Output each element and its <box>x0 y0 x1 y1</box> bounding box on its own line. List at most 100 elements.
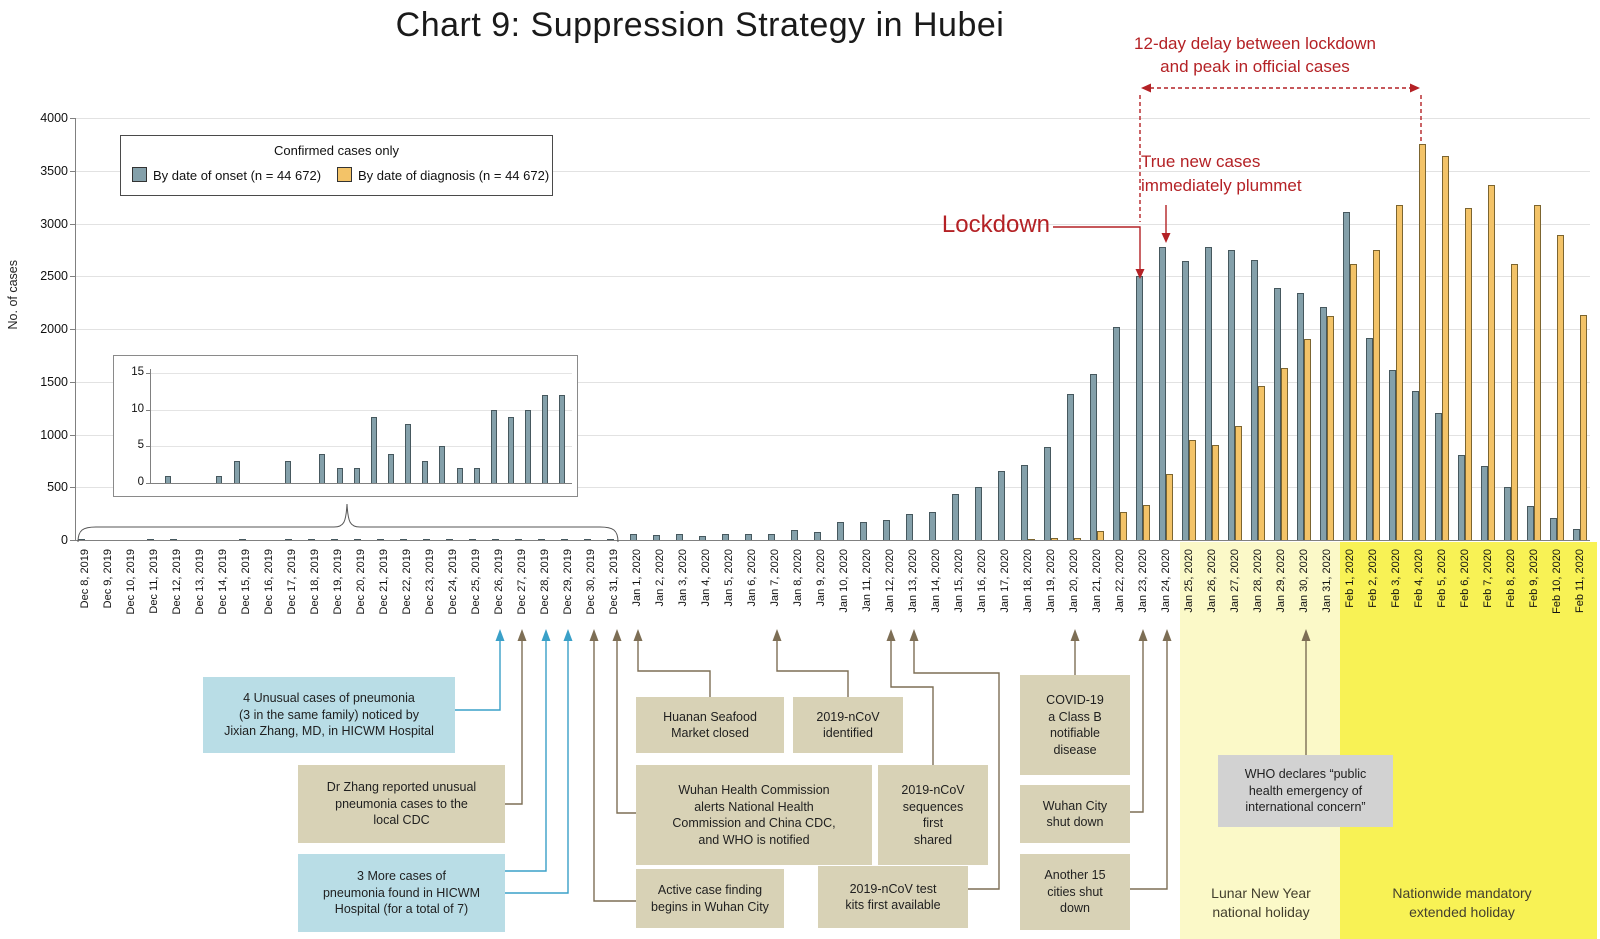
inset-bar-onset <box>216 475 223 483</box>
callout-who-declares-pheic: WHO declares “public health emergency of… <box>1218 755 1393 827</box>
bar-diagnosis <box>1212 444 1219 540</box>
bar-diagnosis <box>1281 368 1288 540</box>
bar-onset <box>354 539 361 540</box>
legend: Confirmed cases only By date of onset (n… <box>120 135 553 196</box>
y-tick-1500 <box>70 381 75 383</box>
bar-onset <box>699 535 706 540</box>
bar-onset <box>883 520 890 540</box>
callout-wuhan-shut-down: Wuhan City shut down <box>1020 785 1130 843</box>
arrow-up-icon <box>541 629 551 641</box>
callout-3-more-cases: 3 More cases of pneumonia found in HICWM… <box>298 854 505 932</box>
connector-line <box>505 638 523 805</box>
bar-onset <box>308 539 315 540</box>
arrow-up-icon <box>1070 629 1080 641</box>
callout-active-case-finding: Active case finding begins in Wuhan City <box>636 869 784 928</box>
bar-onset <box>400 539 407 540</box>
callout-dr-zhang-reported: Dr Zhang reported unusual pneumonia case… <box>298 765 505 843</box>
bar-onset <box>1159 246 1166 540</box>
bar-diagnosis <box>1028 538 1035 540</box>
connector-line <box>593 638 636 902</box>
arrow-up-icon <box>633 629 643 641</box>
bar-onset <box>676 533 683 540</box>
gridline-2000 <box>75 329 1590 330</box>
callout-class-b-disease: COVID-19 a Class B notifiable disease <box>1020 675 1130 775</box>
bar-onset <box>975 486 982 540</box>
inset-bar-onset <box>285 460 292 483</box>
y-tick-2000 <box>70 329 75 330</box>
bar-onset <box>607 538 614 540</box>
annotation-lockdown: Lockdown <box>941 211 1050 238</box>
bar-onset <box>561 538 568 540</box>
x-axis-line <box>75 540 1590 541</box>
bar-onset <box>1458 455 1465 540</box>
inset-bar-onset <box>319 453 326 483</box>
bar-diagnosis <box>1166 473 1173 540</box>
inset-bar-onset <box>473 468 480 483</box>
bar-onset <box>584 538 591 540</box>
bar-onset <box>1090 374 1097 540</box>
inset-gridline-15 <box>150 372 572 374</box>
legend-swatch-diagnosis <box>337 167 352 182</box>
inset-y-label-10: 10 <box>131 402 144 415</box>
callout-ncov-identified: 2019-nCoV identified <box>793 697 903 753</box>
bar-diagnosis <box>1396 204 1403 540</box>
gridline-500 <box>75 487 1590 489</box>
bar-onset <box>906 513 913 540</box>
inset-bar-onset <box>387 453 394 483</box>
bar-diagnosis <box>1051 537 1058 540</box>
bar-onset <box>952 494 959 540</box>
arrow-up-icon <box>495 629 505 641</box>
y-tick-label-2000: 2000 <box>40 322 68 336</box>
callout-whc-alerts: Wuhan Health Commission alerts National … <box>636 765 872 865</box>
bar-onset <box>630 533 637 540</box>
legend-title: Confirmed cases only <box>274 143 399 158</box>
arrow-up-icon <box>909 629 919 641</box>
arrow-up-icon <box>517 629 527 641</box>
bar-onset <box>492 539 499 540</box>
arrow-up-icon <box>563 629 573 641</box>
callout-huanan-market-closed: Huanan Seafood Market closed <box>636 697 784 753</box>
bar-onset <box>1274 287 1281 540</box>
y-tick-2500 <box>70 276 75 278</box>
bar-diagnosis <box>1235 426 1242 540</box>
bar-onset <box>791 529 798 540</box>
inset-bar-onset <box>336 468 343 483</box>
arrow-down-icon <box>1135 269 1145 279</box>
bar-onset <box>745 533 752 540</box>
inset-gridline-5 <box>150 446 572 448</box>
arrow-up-icon <box>772 629 782 641</box>
inset-y-label-0: 0 <box>137 476 144 488</box>
y-tick-label-1500: 1500 <box>40 374 68 389</box>
bar-onset <box>722 533 729 540</box>
inset-bar-onset <box>370 416 377 483</box>
connector-line <box>776 638 849 697</box>
connector-line <box>616 638 636 814</box>
arrow-down-icon <box>1161 233 1171 243</box>
bar-onset <box>768 533 775 540</box>
y-tick-3500 <box>70 170 75 172</box>
inset-bar-onset <box>559 394 566 483</box>
bar-diagnosis <box>1442 155 1449 540</box>
band-label-lunar-new-year: Lunar New Year national holiday <box>1211 885 1311 920</box>
bar-diagnosis <box>1120 512 1127 540</box>
inset-bar-onset <box>233 460 240 483</box>
y-tick-500 <box>70 487 75 489</box>
inset-bar-onset <box>525 409 532 483</box>
bar-onset <box>837 522 844 540</box>
callout-4-unusual-cases: 4 Unusual cases of pneumonia (3 in the s… <box>203 677 455 753</box>
bar-diagnosis <box>1304 339 1311 540</box>
bar-onset <box>446 539 453 540</box>
bar-onset <box>860 522 867 540</box>
bar-onset <box>285 539 292 540</box>
bar-onset <box>1412 391 1419 540</box>
gridline-4000 <box>75 118 1590 119</box>
inset-y-tick-15 <box>146 372 150 374</box>
bar-onset <box>1021 464 1028 540</box>
bar-onset <box>1067 393 1074 540</box>
connector-line <box>1053 226 1141 269</box>
bar-onset <box>239 539 246 540</box>
bar-onset <box>1573 529 1580 540</box>
arrow-up-icon <box>589 629 599 641</box>
inset-y-tick-5 <box>146 446 150 448</box>
